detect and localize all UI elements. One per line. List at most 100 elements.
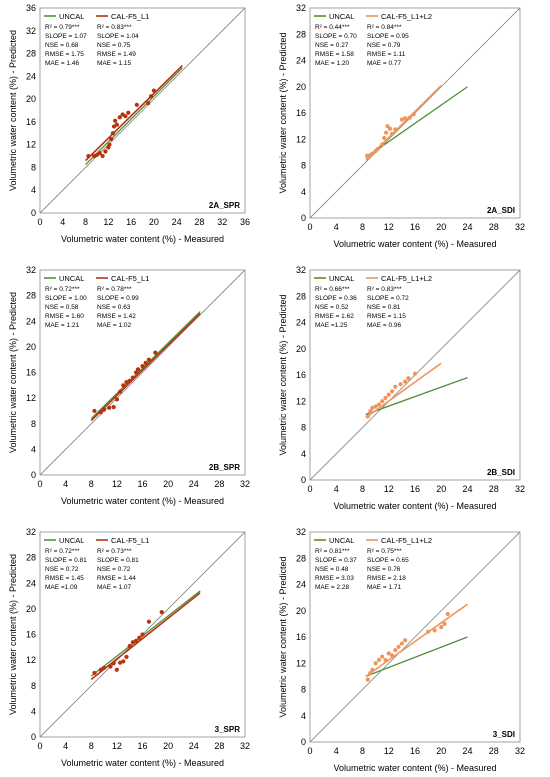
data-point bbox=[383, 395, 388, 401]
fit-line bbox=[85, 67, 183, 166]
data-point bbox=[140, 363, 145, 369]
y-tick-label: 24 bbox=[26, 71, 36, 81]
stat-text: MAE = 2.28 bbox=[315, 584, 350, 591]
series-uncal: UNCAL R² = 0.79*** SLOPE = 1.07 NSE = 0.68 R… bbox=[44, 12, 183, 166]
y-tick-label: 24 bbox=[296, 580, 306, 590]
x-axis-label: Volumetric water content (%) - Measured bbox=[61, 234, 224, 244]
stat-text: R² = 0.83*** bbox=[97, 24, 132, 31]
panel-2B_SDI: 0 4 8 12 16 20 24 28 32 0 4 8 12 16 20 24 28 32 Volumetric… bbox=[278, 265, 525, 511]
y-axis-label: Volumetric water content (%) - Predicted bbox=[8, 292, 18, 453]
y-tick-label: 28 bbox=[26, 49, 36, 59]
x-tick-label: 16 bbox=[410, 222, 420, 232]
data-point bbox=[133, 638, 139, 644]
x-tick-label: 8 bbox=[360, 746, 365, 756]
data-point bbox=[389, 653, 395, 658]
panel-label: 2B_SDI bbox=[487, 468, 515, 477]
x-tick-label: 20 bbox=[436, 746, 446, 756]
y-tick-label: 32 bbox=[296, 265, 306, 275]
data-point bbox=[442, 621, 447, 626]
stat-text: SLOPE = 1.00 bbox=[45, 295, 87, 302]
stat-text: R² = 0.84*** bbox=[367, 24, 402, 31]
stat-text: NSE = 0.79 bbox=[367, 42, 401, 49]
plot-frame bbox=[309, 7, 521, 219]
y-tick-label: 16 bbox=[26, 117, 36, 127]
y-tick-label: 36 bbox=[26, 3, 36, 13]
data-point bbox=[146, 357, 152, 362]
stat-text: R² = 0.73*** bbox=[97, 548, 132, 555]
y-tick-label: 4 bbox=[301, 187, 306, 197]
x-tick-label: 32 bbox=[515, 746, 525, 756]
data-point bbox=[439, 625, 444, 630]
x-tick-label: 16 bbox=[137, 479, 147, 489]
data-point bbox=[121, 383, 126, 388]
stat-text: RMSE = 1.75 bbox=[45, 51, 84, 58]
y-tick-label: 24 bbox=[26, 578, 36, 588]
y-tick-label: 32 bbox=[296, 527, 306, 537]
stat-text: RMSE = 1.15 bbox=[367, 313, 406, 320]
y-tick-label: 8 bbox=[301, 423, 306, 433]
plot-frame bbox=[39, 531, 246, 738]
x-tick-label: 0 bbox=[37, 217, 42, 227]
series-cal-f5-l1: CAL-F5_L1 R² = 0.78*** SLOPE = 0.99 NSE = 0… bbox=[90, 274, 201, 422]
y-tick-label: 12 bbox=[296, 134, 306, 144]
y-tick-label: 16 bbox=[296, 108, 306, 118]
y-tick-label: 20 bbox=[26, 342, 36, 352]
x-tick-label: 4 bbox=[60, 217, 65, 227]
y-tick-label: 4 bbox=[31, 706, 36, 716]
panel-2A_SDI: 0 4 8 12 16 20 24 28 32 0 4 8 12 16 20 24 28 32 Volumetric… bbox=[278, 3, 525, 249]
stat-text: MAE = 1.20 bbox=[315, 60, 350, 67]
y-axis-label: Volumetric water content (%) - Predicted bbox=[8, 554, 18, 715]
x-tick-label: 4 bbox=[334, 484, 339, 494]
x-tick-label: 12 bbox=[103, 217, 113, 227]
y-tick-label: 4 bbox=[31, 444, 36, 454]
y-axis-label: Volumetric water content (%) - Predicted bbox=[278, 32, 288, 193]
x-tick-label: 4 bbox=[63, 741, 68, 751]
legend-entry: UNCAL bbox=[59, 274, 84, 283]
data-point bbox=[380, 654, 385, 659]
plot-frame bbox=[39, 269, 246, 476]
y-tick-label: 4 bbox=[301, 449, 306, 459]
stat-text: MAE = 0.96 bbox=[367, 322, 402, 329]
stat-text: R² = 0.66*** bbox=[315, 286, 350, 293]
y-axis-label: Volumetric water content (%) - Predicted bbox=[278, 556, 288, 717]
fit-line bbox=[365, 603, 468, 678]
y-tick-label: 8 bbox=[31, 162, 36, 172]
legend-entry: UNCAL bbox=[329, 274, 354, 283]
y-tick-label: 0 bbox=[31, 208, 36, 218]
one-to-one-line bbox=[39, 7, 246, 214]
x-tick-label: 20 bbox=[163, 479, 173, 489]
series-cal-f5-l1-l2: CAL-F5_L1+L2 R² = 0.84*** SLOPE = 0.95 NSE … bbox=[364, 12, 442, 161]
data-point bbox=[411, 112, 416, 117]
series-uncal: UNCAL R² = 0.66*** SLOPE = 0.36 NSE = 0.52 R… bbox=[314, 274, 468, 415]
stat-text: RMSE = 1.49 bbox=[97, 51, 136, 58]
data-point bbox=[111, 404, 116, 410]
stat-text: SLOPE = 0.95 bbox=[367, 33, 409, 40]
data-point bbox=[146, 100, 151, 106]
y-tick-label: 12 bbox=[26, 393, 36, 403]
data-point bbox=[130, 640, 135, 645]
stat-text: R² = 0.81*** bbox=[315, 548, 350, 555]
data-point bbox=[133, 370, 139, 375]
legend-entry: CAL-F5_L1 bbox=[111, 274, 149, 283]
panel-2B_SPR: 0 4 8 12 16 20 24 28 32 0 4 8 12 16 20 24 28 32 Volumetric… bbox=[8, 265, 250, 506]
data-point bbox=[151, 88, 156, 93]
plot-frame bbox=[309, 269, 521, 481]
data-point bbox=[126, 110, 131, 115]
stat-text: MAE =1.25 bbox=[315, 322, 348, 329]
x-tick-label: 24 bbox=[189, 479, 199, 489]
stat-text: RMSE = 1.62 bbox=[315, 313, 354, 320]
panel-3_SPR: 0 4 8 12 16 20 24 28 32 0 4 8 12 16 20 24 28 32 Volumetric… bbox=[8, 527, 250, 768]
y-tick-label: 4 bbox=[31, 185, 36, 195]
x-tick-label: 16 bbox=[126, 217, 136, 227]
y-tick-label: 32 bbox=[26, 527, 36, 537]
y-tick-label: 0 bbox=[31, 470, 36, 480]
x-tick-label: 8 bbox=[83, 217, 88, 227]
data-point bbox=[127, 643, 132, 649]
data-point bbox=[117, 660, 123, 665]
one-to-one-line bbox=[309, 531, 521, 743]
data-point bbox=[114, 667, 119, 672]
y-tick-label: 8 bbox=[301, 685, 306, 695]
stat-text: NSE = 0.58 bbox=[45, 304, 79, 311]
data-point bbox=[373, 661, 378, 666]
